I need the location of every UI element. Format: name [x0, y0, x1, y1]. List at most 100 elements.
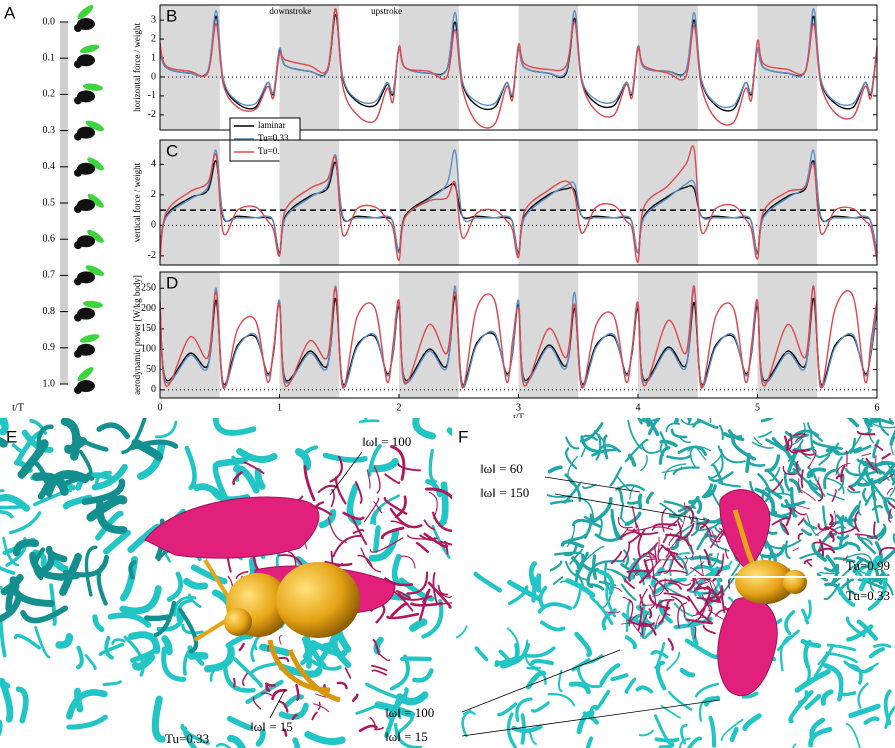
x-tick-label: 4 — [636, 402, 641, 413]
vortex — [704, 585, 712, 605]
vortex — [641, 603, 659, 629]
panel-letter: F — [458, 427, 468, 446]
vortex — [677, 521, 682, 542]
vortex — [771, 478, 784, 492]
annotation: upstroke — [371, 6, 402, 16]
vortex — [576, 710, 595, 735]
vortex — [0, 565, 16, 575]
vortex — [279, 635, 282, 645]
beetle-wing — [87, 157, 104, 171]
vortex — [373, 501, 383, 514]
vortex — [579, 561, 600, 573]
vortex — [624, 677, 637, 694]
beetle-head — [74, 205, 82, 213]
vortex — [889, 429, 895, 446]
vortex — [742, 713, 762, 732]
vortex — [390, 445, 406, 481]
vortex — [245, 679, 284, 705]
y-tick-label: 250 — [141, 283, 156, 294]
vortex — [881, 460, 894, 464]
x-axis-label: t/T — [513, 412, 524, 422]
beetle-wing — [77, 5, 94, 19]
vortex — [663, 592, 690, 602]
vortex — [524, 646, 556, 658]
vortex — [655, 614, 660, 629]
leader-line — [461, 649, 621, 713]
vortex — [701, 593, 711, 611]
vortex — [657, 570, 688, 574]
vortex — [793, 433, 806, 437]
vortex — [282, 728, 288, 737]
vortex — [595, 434, 602, 461]
vortex — [624, 578, 636, 590]
vortex — [588, 583, 605, 591]
vortex — [375, 604, 386, 624]
vortex — [627, 453, 637, 467]
vortex — [712, 569, 721, 582]
vortex — [367, 444, 382, 477]
vortex — [302, 636, 312, 669]
y-tick-label: 4 — [151, 159, 156, 170]
vortex — [598, 516, 603, 537]
vortex — [34, 626, 51, 659]
vortex — [565, 436, 580, 450]
vortex — [861, 452, 872, 457]
vortex — [173, 595, 197, 617]
vortex — [15, 686, 29, 724]
vortex — [810, 430, 822, 459]
vortex — [598, 444, 621, 453]
vortex — [104, 635, 114, 660]
vortex — [703, 548, 710, 566]
vortex — [232, 470, 243, 485]
vortex — [845, 553, 873, 564]
vortex — [227, 734, 247, 748]
vortex — [576, 665, 603, 689]
vortex — [760, 418, 774, 423]
y-tick-label: 150 — [141, 323, 156, 334]
x-tick-label: 1 — [277, 402, 282, 413]
vortex — [874, 444, 884, 451]
vortex — [878, 546, 895, 556]
render-e — [0, 418, 452, 748]
vortex — [344, 667, 352, 679]
vortex — [380, 526, 405, 540]
vortex — [872, 439, 880, 459]
time-label: 0.4 — [43, 161, 56, 172]
vortex — [806, 514, 820, 536]
vortex — [858, 555, 881, 592]
vortex — [45, 545, 68, 563]
vortex — [437, 591, 452, 598]
vortex — [597, 569, 615, 596]
x-tick-label: 6 — [875, 402, 880, 413]
vortex — [400, 555, 416, 569]
vortex — [823, 468, 839, 490]
vortex — [864, 490, 876, 506]
vortex — [860, 662, 879, 674]
vortex — [637, 528, 646, 559]
vortex — [871, 505, 883, 511]
vortex — [694, 626, 697, 639]
vortex — [409, 618, 428, 632]
vortex — [792, 547, 800, 552]
vortex — [537, 602, 572, 614]
vortex — [300, 640, 318, 666]
vortex — [835, 514, 845, 547]
vortex — [507, 585, 529, 606]
vortex — [668, 531, 681, 546]
vortex — [222, 664, 256, 693]
vortex — [647, 418, 661, 436]
vortex — [873, 521, 878, 540]
vortex — [792, 508, 807, 516]
vortex — [662, 553, 672, 568]
beetle-head — [74, 349, 82, 358]
vortex — [665, 422, 681, 433]
vortex — [571, 518, 602, 528]
vortex — [680, 418, 701, 426]
vortex — [546, 494, 570, 498]
vortex — [643, 558, 651, 578]
vortex — [291, 713, 298, 721]
vortex — [848, 703, 881, 719]
vortex — [329, 455, 343, 483]
vortex — [799, 552, 825, 560]
